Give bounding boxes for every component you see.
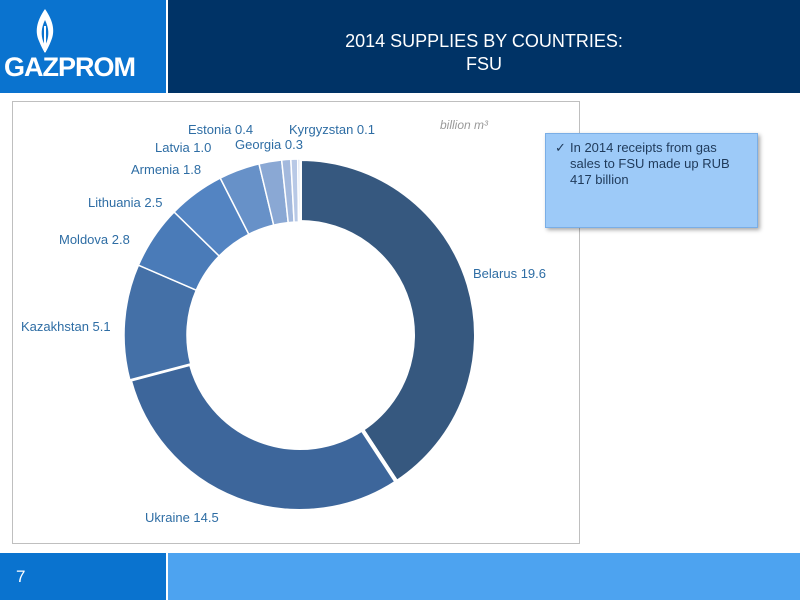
slice-belarus xyxy=(298,156,478,485)
label-moldova: Moldova 2.8 xyxy=(59,232,130,247)
chart-frame: Belarus 19.6 Ukraine 14.5 Kazakhstan 5.1 Mo… xyxy=(12,101,580,544)
checkmark-icon: ✓ xyxy=(555,140,566,155)
slice-kyrgyzstan xyxy=(296,158,301,223)
slice-ukraine xyxy=(127,361,400,513)
label-kyrgyzstan: Kyrgyzstan 0.1 xyxy=(289,122,375,137)
title-line-2: FSU xyxy=(466,54,502,74)
page-number: 7 xyxy=(16,567,26,586)
logo-text: GAZPROM xyxy=(4,52,136,82)
page-number-box: 7 xyxy=(0,553,168,600)
note-text: In 2014 receipts from gas sales to FSU m… xyxy=(570,140,730,187)
donut-chart: Belarus 19.6 Ukraine 14.5 Kazakhstan 5.1 Mo… xyxy=(21,122,546,525)
flame-icon xyxy=(36,9,54,53)
gazprom-logo: GAZPROM xyxy=(0,0,168,93)
label-lithuania: Lithuania 2.5 xyxy=(88,195,162,210)
label-belarus: Belarus 19.6 xyxy=(473,266,546,281)
page-title: 2014 SUPPLIES BY COUNTRIES: FSU xyxy=(168,30,800,76)
label-georgia: Georgia 0.3 xyxy=(235,137,303,152)
label-kazakhstan: Kazakhstan 5.1 xyxy=(21,319,111,334)
label-latvia: Latvia 1.0 xyxy=(155,140,211,155)
title-line-1: 2014 SUPPLIES BY COUNTRIES: xyxy=(345,31,623,51)
info-note: ✓ In 2014 receipts from gas sales to FSU… xyxy=(545,133,758,228)
unit-label: billion m³ xyxy=(440,118,489,132)
label-estonia: Estonia 0.4 xyxy=(188,122,253,137)
label-armenia: Armenia 1.8 xyxy=(131,162,201,177)
header-bar: GAZPROM 2014 SUPPLIES BY COUNTRIES: FSU xyxy=(0,0,800,93)
footer-bar: 7 xyxy=(0,553,800,600)
label-ukraine: Ukraine 14.5 xyxy=(145,510,219,525)
